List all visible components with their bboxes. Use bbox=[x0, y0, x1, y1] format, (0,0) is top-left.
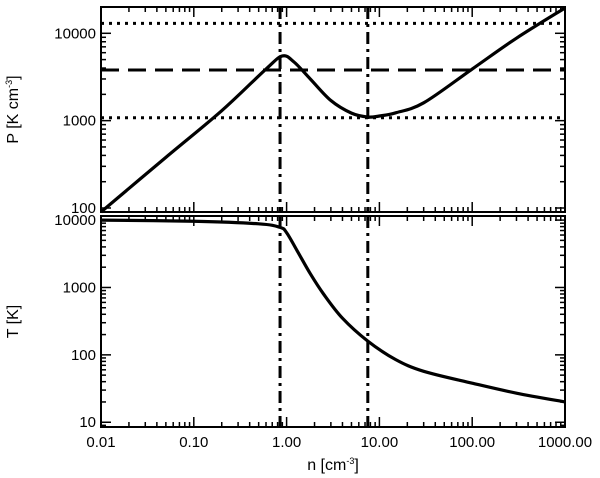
pressure-y-tick-label: 1000 bbox=[63, 113, 96, 130]
pressure-axis-label-prefix: P [K cm bbox=[5, 88, 22, 144]
pressure-panel-frame bbox=[100, 6, 566, 213]
density-axis-label-sup: -3 bbox=[346, 456, 354, 466]
top-reference-lines bbox=[101, 7, 565, 212]
temperature-panel-frame bbox=[100, 215, 566, 428]
bottom-ticks bbox=[100, 216, 566, 427]
temperature-y-tick-label: 100 bbox=[71, 347, 96, 364]
temperature-panel: 10 100 1000 10000 0.01 0.10 1.00 10.00 100.00 10… bbox=[5, 212, 592, 474]
pressure-curve-group bbox=[99, 6, 566, 214]
density-axis-label: n [cm-3] bbox=[307, 456, 359, 474]
temperature-y-tick-labels: 10 100 1000 10000 bbox=[54, 212, 96, 431]
pressure-curve bbox=[99, 6, 566, 214]
pressure-axis-label-sup: -3 bbox=[4, 80, 14, 88]
density-axis-label-prefix: n [cm bbox=[307, 457, 346, 474]
temperature-curve-group bbox=[100, 218, 566, 404]
density-x-tick-label: 10.00 bbox=[361, 434, 399, 451]
pressure-panel: 100 1000 10000 P [K cm-3] bbox=[4, 6, 566, 217]
pressure-y-tick-labels: 100 1000 10000 bbox=[54, 25, 96, 217]
temperature-y-tick-label: 1000 bbox=[63, 279, 96, 296]
density-x-tick-label: 0.01 bbox=[86, 434, 115, 451]
density-axis-label-suffix: ] bbox=[354, 457, 358, 474]
density-x-tick-label: 100.00 bbox=[449, 434, 495, 451]
density-x-tick-label: 1.00 bbox=[272, 434, 301, 451]
density-x-tick-label: 1000.00 bbox=[538, 434, 592, 451]
density-x-tick-label: 0.10 bbox=[179, 434, 208, 451]
pressure-y-tick-label: 10000 bbox=[54, 25, 96, 42]
top-ticks bbox=[100, 6, 566, 213]
pressure-axis-label-suffix: ] bbox=[5, 75, 22, 79]
density-x-tick-labels: 0.01 0.10 1.00 10.00 100.00 1000.00 bbox=[86, 434, 592, 451]
temperature-y-tick-label: 10 bbox=[79, 414, 96, 431]
pressure-y-tick-label: 100 bbox=[71, 200, 96, 217]
bottom-reference-lines bbox=[278, 216, 370, 427]
temperature-axis-label: T [K] bbox=[5, 305, 22, 339]
pressure-axis-label: P [K cm-3] bbox=[4, 75, 22, 143]
temperature-curve bbox=[100, 218, 566, 404]
temperature-y-tick-label: 10000 bbox=[54, 212, 96, 229]
